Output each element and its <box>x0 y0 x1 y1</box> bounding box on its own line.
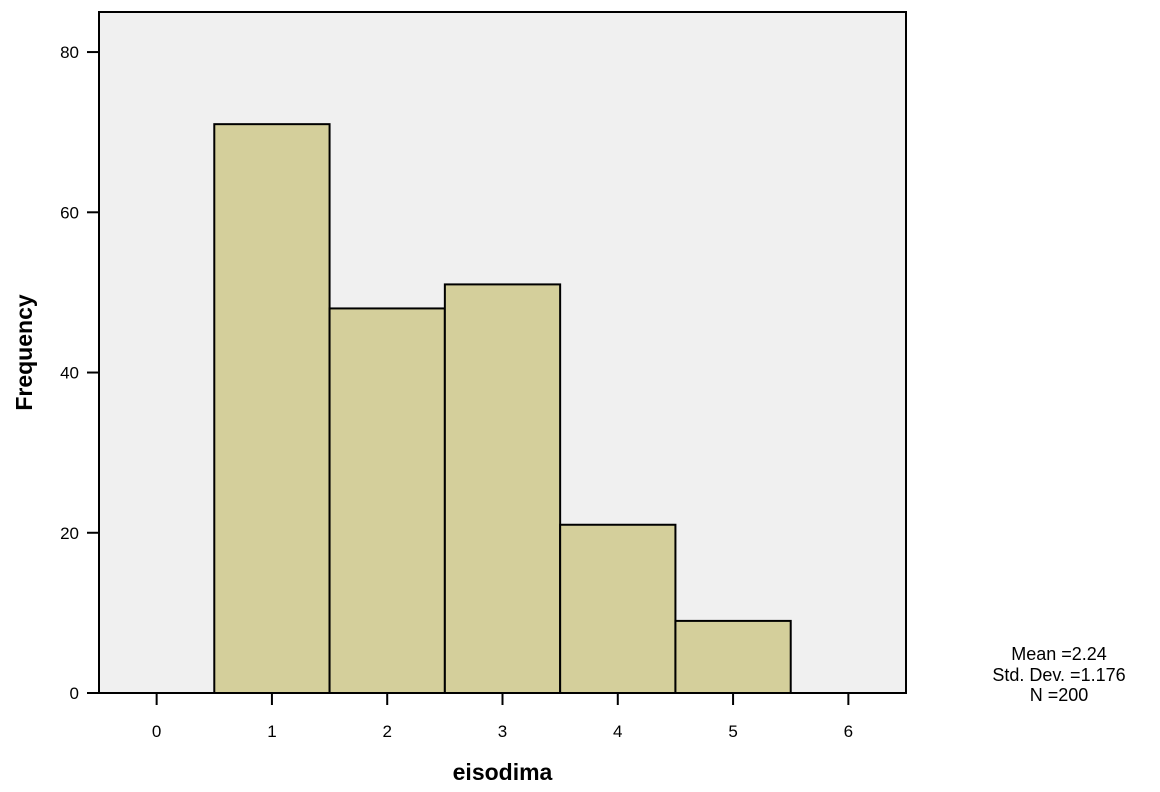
histogram-bar-3 <box>443 283 562 694</box>
histogram-bar-2 <box>328 307 446 694</box>
stats-n: N =200 <box>1030 685 1089 705</box>
y-tick-label: 60 <box>60 203 79 222</box>
y-axis-title: Frequency <box>11 294 37 411</box>
histogram-bar-4 <box>559 523 677 694</box>
x-axis: 0 1 2 3 4 5 6 <box>152 693 853 741</box>
y-axis: 0 20 40 60 80 <box>60 43 99 703</box>
x-tick-label: 6 <box>844 722 853 741</box>
y-tick-label: 0 <box>70 684 79 703</box>
stats-box: Mean =2.24 Std. Dev. =1.176 N =200 <box>992 644 1125 705</box>
y-tick-label: 20 <box>60 524 79 543</box>
x-tick-label: 5 <box>728 722 737 741</box>
x-tick-label: 1 <box>267 722 276 741</box>
stats-std-dev: Std. Dev. =1.176 <box>992 665 1125 685</box>
x-tick-label: 3 <box>498 722 507 741</box>
y-tick-label: 80 <box>60 43 79 62</box>
x-tick-label: 2 <box>382 722 391 741</box>
x-tick-label: 4 <box>613 722 622 741</box>
stats-mean: Mean =2.24 <box>1011 644 1107 664</box>
x-tick-label: 0 <box>152 722 161 741</box>
histogram-bar-5 <box>674 619 792 694</box>
x-axis-title: eisodima <box>453 759 553 785</box>
bars-group <box>213 123 792 694</box>
y-tick-label: 40 <box>60 364 79 383</box>
histogram-bar-1 <box>213 123 331 694</box>
